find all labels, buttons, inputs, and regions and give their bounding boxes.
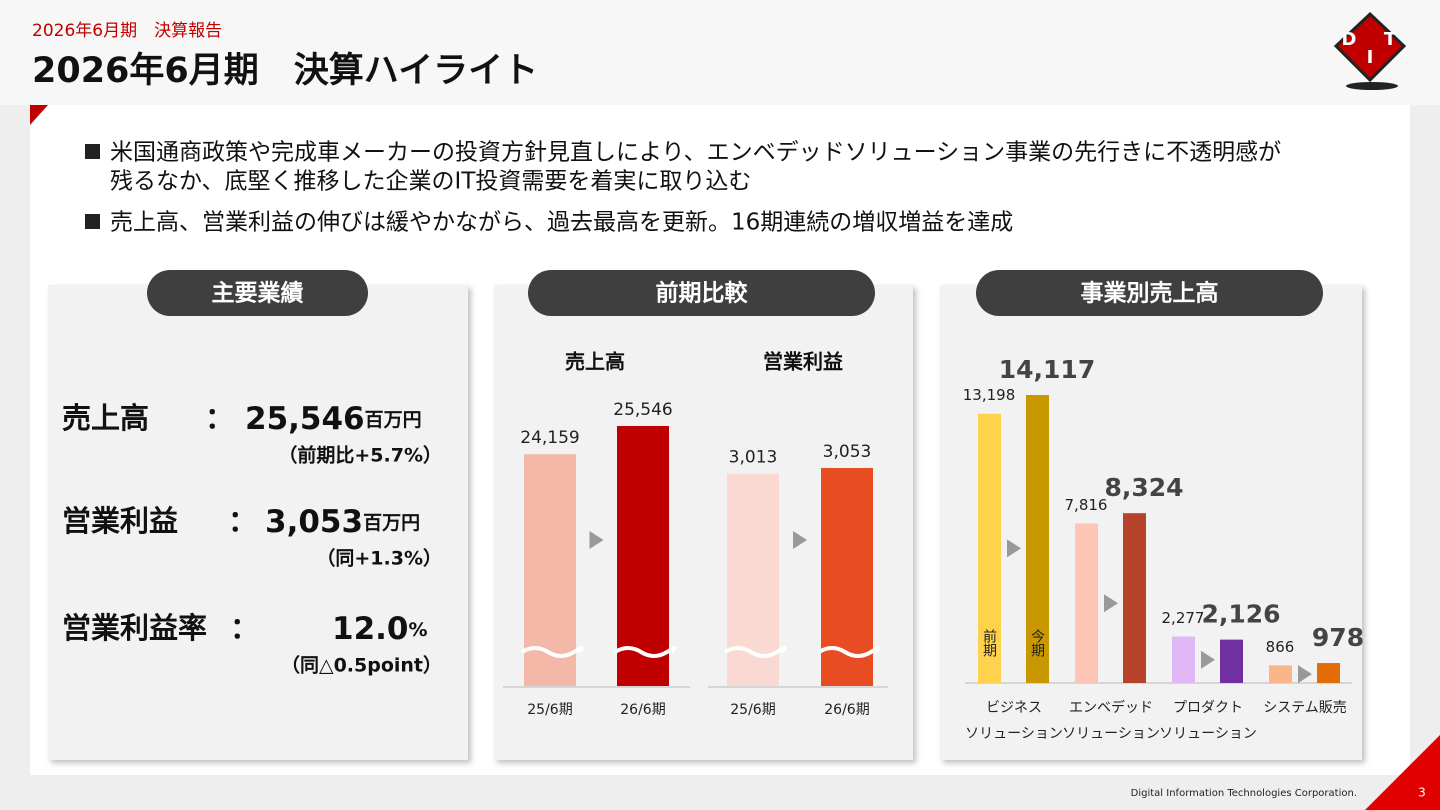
header-bg bbox=[0, 0, 1440, 105]
value-label: 3,053 bbox=[823, 442, 872, 462]
logo: D I T bbox=[1333, 11, 1407, 90]
x-tick-label: ソリューション bbox=[1062, 726, 1160, 742]
result-value: 25,546百万円 bbox=[245, 401, 422, 437]
x-tick-label: 26/6期 bbox=[824, 702, 869, 718]
result-value: 12.0% bbox=[332, 611, 428, 647]
legend-label: 前期 bbox=[981, 628, 997, 658]
x-tick-label: ソリューション bbox=[965, 726, 1063, 742]
panel-title: 主要業績 bbox=[212, 280, 304, 307]
chart-title: 営業利益 bbox=[763, 350, 843, 374]
value-label: 2,277 bbox=[1162, 609, 1205, 627]
arrow bbox=[589, 531, 604, 549]
bar bbox=[1123, 513, 1146, 683]
value: 12.0 bbox=[332, 611, 409, 647]
x-tick-label: ソリューション bbox=[1159, 726, 1257, 742]
result-value: 3,053百万円 bbox=[265, 504, 420, 540]
corner-mark bbox=[30, 105, 48, 125]
result-note: （前期比+5.7%） bbox=[278, 444, 442, 467]
unit: % bbox=[409, 619, 428, 641]
subtitle: 2026年6月期 決算報告 bbox=[32, 21, 222, 41]
bar bbox=[1075, 523, 1098, 683]
arrow bbox=[1298, 665, 1312, 684]
panel bbox=[48, 285, 468, 760]
value-label: 866 bbox=[1266, 638, 1295, 656]
value-label: 7,816 bbox=[1065, 496, 1108, 514]
result-label: 営業利益 bbox=[62, 504, 178, 538]
bar bbox=[617, 426, 669, 686]
separator: ： bbox=[230, 611, 259, 645]
bullet-mark bbox=[85, 214, 100, 229]
x-tick-label: 26/6期 bbox=[620, 702, 665, 718]
value-label: 24,159 bbox=[520, 428, 579, 448]
chart-title: 売上高 bbox=[565, 350, 625, 374]
arrow bbox=[793, 531, 807, 549]
company: Digital Information Technologies Corpora… bbox=[1131, 788, 1357, 799]
value-label: 978 bbox=[1312, 623, 1364, 652]
value-label: 25,546 bbox=[613, 400, 672, 420]
page-number: 3 bbox=[1418, 786, 1426, 800]
x-tick-label: プロダクト bbox=[1173, 700, 1243, 716]
value-label: 2,126 bbox=[1201, 600, 1280, 629]
separator: ： bbox=[205, 401, 234, 435]
arrow bbox=[1201, 650, 1215, 669]
legend-label: 今期 bbox=[1029, 629, 1045, 658]
bar bbox=[1220, 639, 1243, 683]
axis-break bbox=[613, 646, 677, 658]
unit: 百万円 bbox=[363, 512, 420, 534]
unit: 百万円 bbox=[365, 409, 422, 431]
x-tick-label: 25/6期 bbox=[730, 702, 775, 718]
value: 25,546 bbox=[245, 401, 365, 437]
x-tick-label: システム販売 bbox=[1263, 700, 1347, 716]
bullet-text: 残るなか、底堅く推移した企業のIT投資需要を着実に取り込む bbox=[110, 169, 751, 195]
logo-letter: D bbox=[1342, 29, 1357, 50]
title: 2026年6月期 決算ハイライト bbox=[32, 51, 538, 91]
result-label: 売上高 bbox=[62, 401, 149, 435]
value-label: 14,117 bbox=[999, 355, 1095, 384]
axis-break bbox=[817, 646, 881, 658]
bullet-text: 売上高、営業利益の伸びは緩やかながら、過去最高を更新。16期連続の増収増益を達成 bbox=[110, 210, 1013, 236]
value-label: 13,198 bbox=[963, 386, 1016, 404]
separator: ： bbox=[228, 504, 257, 538]
result-note: （同+1.3%） bbox=[316, 547, 442, 570]
panel-pill bbox=[528, 270, 875, 316]
panel-title: 前期比較 bbox=[656, 280, 749, 307]
bar bbox=[1172, 636, 1195, 683]
result-label: 営業利益率 bbox=[62, 611, 207, 645]
axis-break bbox=[723, 646, 787, 658]
bar bbox=[1026, 395, 1049, 683]
panel-pill bbox=[976, 270, 1323, 316]
x-tick-label: エンベデッド bbox=[1069, 699, 1153, 716]
bar bbox=[1269, 665, 1292, 683]
value-label: 3,013 bbox=[729, 448, 778, 468]
x-tick-label: 25/6期 bbox=[527, 702, 572, 718]
x-tick-label: ビジネス bbox=[986, 700, 1042, 716]
bullet-mark bbox=[85, 144, 100, 159]
bar bbox=[1317, 663, 1340, 683]
bar bbox=[727, 473, 779, 686]
arrow bbox=[1007, 539, 1021, 558]
bar bbox=[978, 413, 1001, 683]
panel-pill bbox=[147, 270, 368, 316]
value: 3,053 bbox=[265, 504, 363, 540]
axis-break bbox=[520, 646, 584, 658]
page-corner bbox=[1365, 735, 1440, 810]
result-note: （同△0.5point） bbox=[281, 654, 442, 677]
arrow bbox=[1104, 594, 1118, 613]
logo-letter: I bbox=[1367, 47, 1374, 68]
panel-title: 事業別売上高 bbox=[1081, 280, 1219, 307]
logo-letter: T bbox=[1384, 29, 1397, 50]
bullet-text: 米国通商政策や完成車メーカーの投資方針見直しにより、エンベデッドソリューション事… bbox=[110, 140, 1281, 166]
value-label: 8,324 bbox=[1104, 473, 1183, 502]
